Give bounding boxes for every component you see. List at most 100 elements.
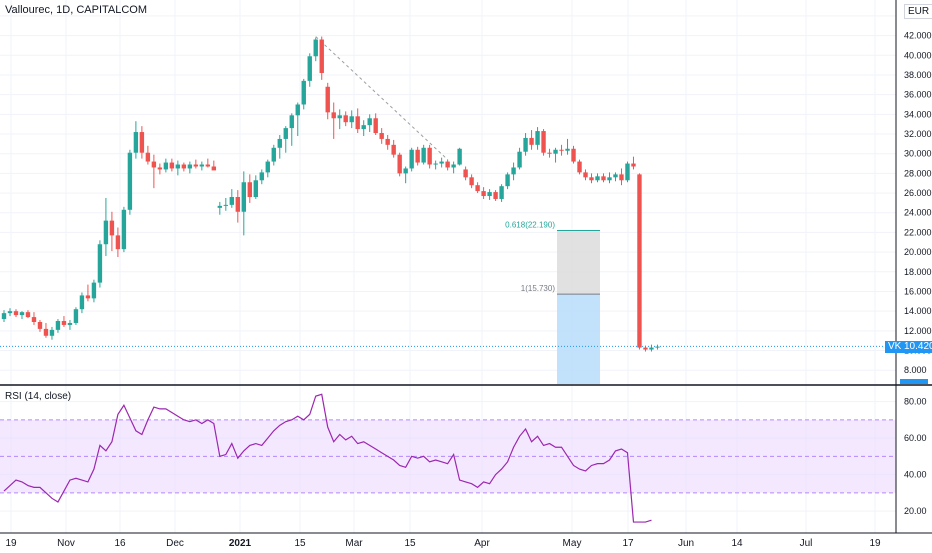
candle-body (571, 148, 576, 162)
fib-label-1: 1(15.730) (521, 284, 556, 293)
x-tick-label: 2021 (229, 538, 252, 549)
candle-body (367, 118, 372, 126)
candle-body (307, 56, 312, 81)
axis-marker (900, 379, 928, 384)
candle-body (247, 182, 252, 197)
candle-body (253, 180, 258, 197)
candle-body (547, 152, 552, 154)
candle-body (49, 329, 55, 336)
candle-body (265, 161, 270, 173)
candle-body (361, 125, 366, 130)
candle-body (409, 149, 414, 169)
candle-body (103, 220, 109, 245)
candle-body (457, 148, 462, 165)
candle-body (439, 161, 444, 164)
y-tick-label: 34.000 (904, 109, 932, 119)
candle-body (325, 86, 330, 113)
x-tick-label: 16 (114, 538, 126, 549)
candle-body (337, 115, 342, 119)
candle-body (475, 185, 480, 192)
candle-body (451, 164, 456, 168)
x-tick-label: Apr (474, 538, 490, 549)
candle-body (235, 197, 241, 212)
y-tick-label: 22.000 (904, 227, 932, 237)
candle-body (31, 317, 37, 322)
candle-body (397, 154, 402, 174)
candle-body (529, 137, 534, 145)
candle-body (481, 191, 486, 197)
y-tick-label: 40.000 (904, 50, 932, 60)
x-tick-label: Dec (166, 538, 184, 549)
candle-body (391, 144, 396, 155)
candle-body (109, 220, 115, 236)
rsi-series-line (3, 393, 652, 523)
candle-body (139, 132, 145, 153)
rsi-line (3, 393, 652, 523)
candle-body (55, 321, 61, 330)
candle-body (565, 148, 570, 151)
candle-body (643, 347, 648, 350)
rsi-y-tick-label: 80.00 (904, 397, 927, 407)
y-tick-label: 12.000 (904, 326, 932, 336)
fib-zone-blue (557, 294, 600, 384)
x-tick-label: 19 (869, 538, 881, 549)
candle-body (1, 313, 7, 320)
rsi-title: RSI (14, close) (5, 391, 72, 402)
fib-label-618: 0.618(22.190) (505, 221, 555, 230)
candle-body (655, 346, 660, 348)
candle-body (271, 147, 276, 162)
candle-body (631, 163, 636, 167)
candle-body (349, 116, 354, 123)
candle-body (169, 162, 175, 169)
candle-body (607, 177, 612, 181)
chart-title: Vallourec, 1D, CAPITALCOM (5, 4, 148, 16)
y-tick-label: 8.000 (904, 365, 927, 375)
candle-body (223, 204, 229, 206)
candle-body (181, 164, 187, 169)
candle-body (541, 131, 546, 153)
candle-body (535, 131, 540, 145)
candle-body (319, 39, 324, 73)
rsi-y-tick-label: 40.00 (904, 470, 927, 480)
trend-line-dashed (315, 36, 448, 160)
candle-body (187, 164, 193, 169)
candle-body (7, 311, 13, 314)
candle-body (79, 295, 85, 310)
candle-body (421, 147, 426, 163)
y-tick-label: 38.000 (904, 70, 932, 80)
candle-body (445, 161, 450, 168)
candle-body (403, 168, 408, 174)
candle-body (313, 39, 318, 57)
candle-body (145, 152, 151, 162)
candle-body (577, 161, 582, 173)
candle-body (517, 151, 522, 168)
candle-body (559, 149, 564, 151)
trend-line (315, 36, 448, 160)
candle-body (289, 115, 294, 129)
candle-body (295, 104, 300, 116)
candle-body (595, 176, 600, 181)
currency-label[interactable]: EUR (904, 4, 932, 19)
candle-body (43, 328, 49, 336)
candle-body (373, 118, 378, 134)
candle-body (427, 147, 432, 165)
candle-body (259, 172, 264, 181)
y-tick-label: 36.000 (904, 90, 932, 100)
candle-body (229, 197, 235, 205)
candle-body (601, 176, 606, 181)
y-tick-label: 28.000 (904, 168, 932, 178)
candle-body (649, 347, 654, 350)
candle-body (553, 149, 558, 154)
x-tick-label: Mar (345, 538, 363, 549)
candle-body (121, 209, 127, 250)
candle-body (37, 321, 43, 329)
candle-body (97, 244, 103, 283)
candle-body (91, 282, 97, 299)
axes (0, 0, 932, 534)
rsi-y-tick-label: 60.00 (904, 433, 927, 443)
rsi-y-tick-label: 20.00 (904, 506, 927, 516)
y-tick-label: 20.000 (904, 247, 932, 257)
x-tick-label: 15 (294, 538, 306, 549)
